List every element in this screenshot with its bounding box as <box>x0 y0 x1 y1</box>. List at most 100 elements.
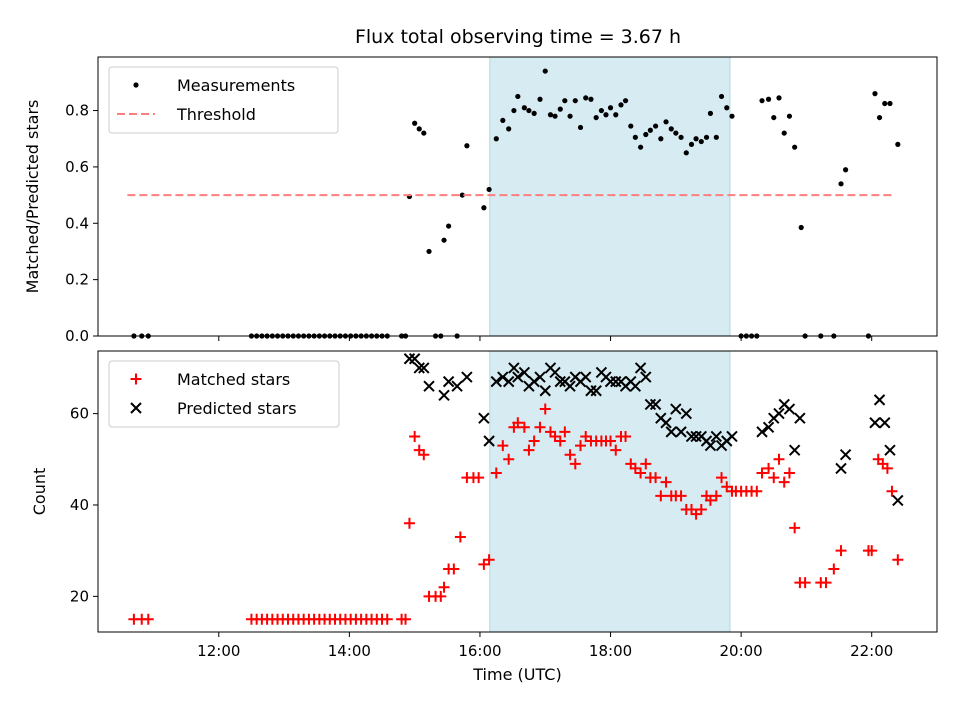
data-point <box>446 223 452 229</box>
data-point <box>416 126 422 132</box>
data-point <box>892 494 904 507</box>
axes-frame <box>97 56 938 337</box>
data-point <box>768 472 780 484</box>
data-point <box>698 138 704 145</box>
data-point <box>531 110 537 116</box>
data-point <box>828 563 840 575</box>
legend-item: Measurements <box>133 76 295 95</box>
data-point <box>710 490 722 502</box>
data-point <box>685 430 698 443</box>
data-point <box>879 417 891 429</box>
series-predicted-stars <box>403 353 904 507</box>
data-point <box>683 150 689 156</box>
y-tick-label: 0.8 <box>65 102 89 120</box>
data-point <box>665 426 677 438</box>
data-point <box>539 385 551 397</box>
data-point <box>660 476 672 488</box>
data-point <box>483 554 495 566</box>
data-point <box>418 362 430 374</box>
data-point <box>762 421 775 434</box>
legend-marker <box>130 373 142 385</box>
data-point <box>567 113 573 119</box>
data-point <box>663 119 669 125</box>
observing-span <box>489 56 731 337</box>
data-point <box>628 123 634 129</box>
data-point <box>418 449 430 461</box>
data-point <box>640 371 652 383</box>
data-point <box>799 577 811 589</box>
data-point <box>473 472 485 484</box>
data-point <box>668 126 674 132</box>
data-point <box>403 517 415 529</box>
data-point <box>583 95 589 101</box>
data-point <box>478 412 490 424</box>
data-point <box>588 96 594 102</box>
legend-box <box>108 360 340 428</box>
legend: Measurements Threshold <box>108 66 339 134</box>
data-point <box>892 554 904 566</box>
data-point <box>534 421 546 433</box>
data-point <box>438 581 450 593</box>
data-point <box>838 181 844 187</box>
data-point <box>549 366 561 379</box>
data-point <box>426 248 432 255</box>
data-point <box>142 613 154 625</box>
data-point <box>408 353 421 365</box>
data-point <box>575 440 587 452</box>
data-point <box>710 430 723 443</box>
data-point <box>620 430 632 442</box>
data-point <box>643 131 649 138</box>
data-point <box>552 113 558 119</box>
legend-item: Threshold <box>117 105 256 124</box>
data-point <box>778 476 790 488</box>
legend-marker <box>130 402 142 414</box>
y-tick-label: 0.4 <box>65 214 89 232</box>
data-point <box>526 107 532 114</box>
data-point <box>483 435 495 447</box>
data-point <box>412 120 418 126</box>
data-point <box>629 380 642 392</box>
data-point <box>660 417 672 429</box>
x-tick-label: 22:00 <box>850 642 893 660</box>
data-point <box>607 105 614 111</box>
observing-span <box>489 350 731 633</box>
data-point <box>835 462 847 475</box>
data-point <box>580 371 592 383</box>
data-point <box>718 93 725 100</box>
data-point <box>886 485 898 497</box>
legend-label: Threshold <box>176 105 256 124</box>
data-point <box>726 430 738 443</box>
data-point <box>650 472 662 484</box>
data-point <box>649 398 662 411</box>
data-point <box>518 421 530 433</box>
data-point <box>441 237 447 243</box>
data-point <box>675 490 687 502</box>
data-point <box>788 444 801 456</box>
data-point <box>605 435 617 447</box>
data-point <box>454 531 466 543</box>
y-tick-label: 0.0 <box>65 327 89 345</box>
data-point <box>881 462 893 474</box>
data-point <box>618 102 624 108</box>
data-point <box>423 380 435 392</box>
data-point <box>835 545 847 557</box>
data-point <box>537 96 543 102</box>
data-point <box>872 91 878 97</box>
data-point <box>490 375 502 388</box>
data-point <box>448 563 460 575</box>
data-point <box>461 371 473 383</box>
chart-title: Flux total observing time = 3.67 h <box>355 26 681 48</box>
x-tick-label: 16:00 <box>458 642 501 660</box>
data-point <box>783 403 796 415</box>
data-point <box>557 106 563 112</box>
data-point <box>693 136 699 142</box>
data-point <box>481 205 487 211</box>
data-point <box>493 136 499 142</box>
data-point <box>756 467 768 479</box>
data-point <box>593 114 599 121</box>
legend: Matched stars Predicted stars <box>108 360 340 428</box>
data-point <box>839 449 852 461</box>
data-point <box>459 192 465 198</box>
data-point <box>508 362 520 374</box>
y-tick-label: 20 <box>70 587 89 605</box>
